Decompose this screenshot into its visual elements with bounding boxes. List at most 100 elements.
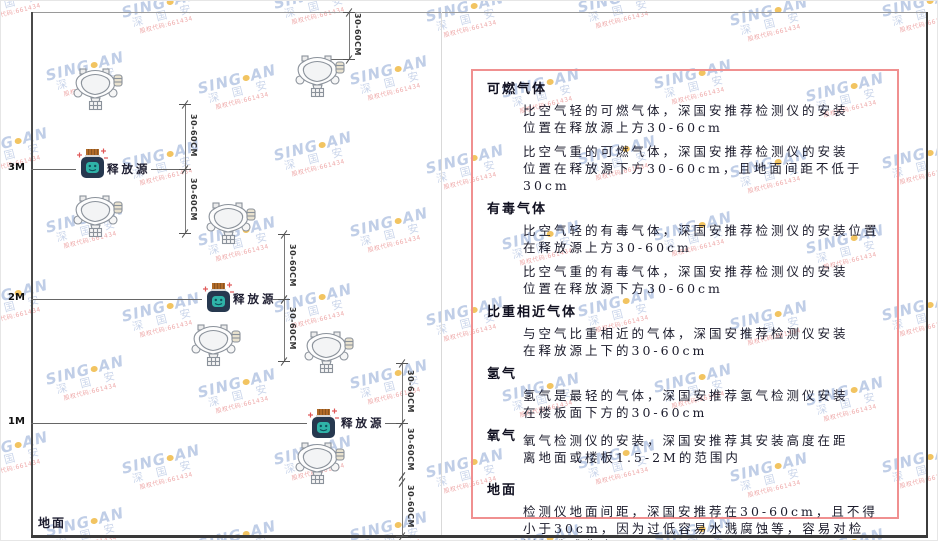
panel-section-heading: 比重相近气体: [487, 305, 578, 320]
height-level-line: [151, 169, 185, 170]
gas-detector: [295, 441, 345, 485]
panel-text-line: 在楼板面下方的30-60cm: [523, 405, 708, 420]
partition-line: [441, 12, 442, 536]
panel-text-line: 检测仪地面间距，深国安推荐在30-60cm，且不得: [523, 504, 878, 519]
panel-paragraph: 比空气重的有毒气体，深国安推荐检测仪的安装 位置在释放源下方30-60cm: [523, 263, 883, 297]
height-label: 3M: [8, 162, 25, 173]
panel-text-line: 氢气是最轻的气体，深国安推荐氢气检测仪安装: [523, 388, 849, 403]
dimension-label: 30-60CM: [406, 428, 415, 471]
gas-detector-icon: [304, 331, 354, 374]
ground-label: 地面: [38, 516, 67, 530]
height-level-line: [31, 169, 76, 170]
gas-detector-icon: [295, 55, 345, 98]
panel-section: 有毒气体比空气轻的有毒气体，深国安推荐检测仪的安装位置 在释放源上方30-60cm…: [487, 201, 883, 297]
release-source-label: 释放源: [233, 292, 277, 306]
panel-text-line: 离地面或楼板1.5-2M的范围内: [523, 450, 741, 465]
dimension-label: 30-60CM: [406, 484, 415, 528]
panel-section-heading: 有毒气体: [487, 202, 548, 217]
dimension-line: [402, 423, 403, 479]
release-source-label: 释放源: [107, 162, 151, 176]
panel-paragraph: 氢气是最轻的气体，深国安推荐氢气检测仪安装 在楼板面下方的30-60cm: [523, 387, 883, 421]
panel-paragraph: 比空气重的可燃气体，深国安推荐检测仪的安装 位置在释放源下方30-60cm，且地面…: [523, 143, 883, 194]
release-source-icon: [308, 408, 339, 438]
height-label: 1M: [8, 416, 25, 427]
panel-section: 氢气 氢气是最轻的气体，深国安推荐氢气检测仪安装 在楼板面下方的30-60cm: [487, 366, 883, 421]
panel-section-heading: 可燃气体: [487, 82, 548, 97]
height-level-line: [31, 299, 202, 300]
panel-section-body: 氧气检测仪的安装，深国安推荐其安装高度在距 离地面或楼板1.5-2M的范围内: [523, 432, 883, 466]
panel-section: 地面 检测仪地面间距，深国安推荐在30-60cm，且不得 小于30cm，因为过低容易…: [487, 482, 883, 540]
panel-section-body: 检测仪地面间距，深国安推荐在30-60cm，且不得 小于30cm，因为过低容易水溅…: [523, 503, 883, 540]
panel-text-line: 比空气重的可燃气体，深国安推荐检测仪的安装: [523, 144, 849, 159]
release-source: [202, 282, 234, 314]
release-source: [76, 148, 108, 180]
gas-detector-icon: [73, 68, 123, 111]
dimension-label: 30-60CM: [189, 178, 198, 221]
panel-section-body: 比空气轻的可燃气体，深国安推荐检测仪的安装 位置在释放源上方30-60cm 比空气重…: [523, 102, 883, 194]
ground-line: [31, 535, 928, 538]
height-level-line: [31, 423, 307, 424]
dimension-label: 30-60CM: [189, 113, 198, 157]
panel-sections: 可燃气体比空气轻的可燃气体，深国安推荐检测仪的安装 位置在释放源上方30-60cm…: [487, 81, 883, 540]
panel-text-line: 比空气轻的有毒气体，深国安推荐检测仪的安装位置: [523, 223, 880, 238]
panel-paragraph: 氧气检测仪的安装，深国安推荐其安装高度在距 离地面或楼板1.5-2M的范围内: [523, 432, 883, 466]
dimension-line: [349, 12, 350, 59]
dimension-label: 30-60CM: [353, 12, 362, 56]
gas-detector: [304, 330, 354, 374]
panel-text-line: 氧气检测仪的安装，深国安推荐其安装高度在距: [523, 433, 849, 448]
panel-paragraph: 比空气轻的可燃气体，深国安推荐检测仪的安装 位置在释放源上方30-60cm: [523, 102, 883, 136]
panel-text-line: 位置在释放源下方30-60cm: [523, 281, 723, 296]
right-wall-line: [926, 12, 928, 536]
height-label: 2M: [8, 292, 25, 303]
gas-detector: [191, 323, 241, 367]
panel-section: 可燃气体比空气轻的可燃气体，深国安推荐检测仪的安装 位置在释放源上方30-60cm…: [487, 81, 883, 194]
panel-text-line: 在释放源上下的30-60cm: [523, 343, 708, 358]
gas-detector-icon: [295, 442, 345, 485]
panel-section: 比重相近气体与空气比重相近的气体，深国安推荐检测仪安装 在释放源上下的30-60c…: [487, 304, 883, 359]
panel-section-heading: 地面: [487, 483, 518, 498]
ceiling-line: [31, 12, 928, 13]
gas-detector-icon: [191, 324, 241, 367]
panel-text-line: 小于30cm，因为过低容易水溅腐蚀等，容易对检: [523, 521, 865, 536]
gas-detector: [206, 201, 256, 245]
gas-detector-icon: [73, 195, 123, 238]
dimension-label: 30-60CM: [288, 243, 297, 287]
gas-detector: [73, 67, 123, 111]
panel-text-line: 与空气比重相近的气体，深国安推荐检测仪安装: [523, 326, 849, 341]
gas-detector: [73, 194, 123, 238]
panel-text-line: 比空气轻的可燃气体，深国安推荐检测仪的安装: [523, 103, 849, 118]
panel-text-line: 30cm: [523, 178, 570, 193]
panel-section: 氧气 氧气检测仪的安装，深国安推荐其安装高度在距 离地面或楼板1.5-2M的范围内: [487, 428, 883, 466]
panel-text-line: 位置在释放源上方30-60cm: [523, 120, 723, 135]
panel-paragraph: 检测仪地面间距，深国安推荐在30-60cm，且不得 小于30cm，因为过低容易水溅…: [523, 503, 883, 540]
panel-section-body: 氢气是最轻的气体，深国安推荐氢气检测仪安装 在楼板面下方的30-60cm: [523, 387, 883, 421]
panel-text-line: 位置在释放源下方30-60cm，且地面间距不低于: [523, 161, 863, 176]
panel-section-heading: 氢气: [487, 367, 518, 382]
panel-text-line: 测仪造成伤害: [523, 537, 883, 540]
gas-detector: [295, 54, 345, 98]
dimension-line: [185, 169, 186, 233]
release-source-icon: [77, 148, 108, 178]
dimension-line: [402, 363, 403, 423]
installation-notes-panel: 可燃气体比空气轻的可燃气体，深国安推荐检测仪的安装 位置在释放源上方30-60cm…: [471, 69, 899, 540]
dimension-line: [284, 234, 285, 299]
panel-paragraph: 比空气轻的有毒气体，深国安推荐检测仪的安装位置 在释放源上方30-60cm: [523, 222, 883, 256]
dimension-line: [284, 299, 285, 361]
panel-section-body: 比空气轻的有毒气体，深国安推荐检测仪的安装位置 在释放源上方30-60cm 比空气重…: [523, 222, 883, 297]
release-source-label: 释放源: [341, 416, 385, 430]
panel-section-heading: 氧气: [487, 429, 518, 444]
dimension-line: [185, 104, 186, 169]
release-source: [307, 408, 339, 440]
panel-section-body: 与空气比重相近的气体，深国安推荐检测仪安装 在释放源上下的30-60cm: [523, 325, 883, 359]
dimension-line: [402, 479, 403, 536]
dimension-label: 30-60CM: [406, 370, 415, 413]
left-wall-line: [31, 12, 33, 536]
height-level-line: [323, 59, 349, 60]
panel-paragraph: 与空气比重相近的气体，深国安推荐检测仪安装 在释放源上下的30-60cm: [523, 325, 883, 359]
release-source-icon: [203, 282, 234, 312]
panel-text-line: 在释放源上方30-60cm: [523, 240, 692, 255]
dimension-label: 30-60CM: [288, 307, 297, 350]
height-level-line: [385, 423, 402, 424]
